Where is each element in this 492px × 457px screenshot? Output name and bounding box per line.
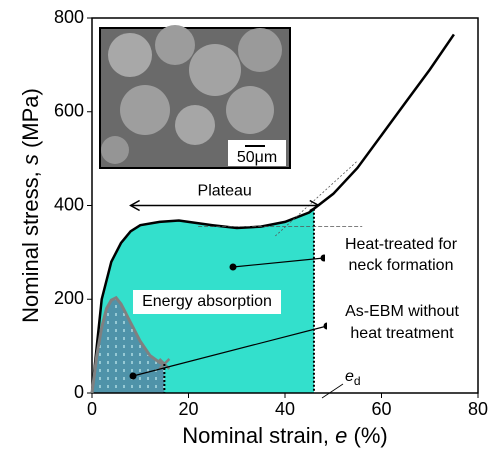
chart: 0204060800200400600800Nominal strain, e …	[0, 0, 492, 452]
annotation: heat treatment	[350, 325, 454, 342]
annotation: Heat-treated for	[345, 236, 458, 253]
x-tick-label: 60	[371, 399, 391, 419]
x-axis-label-part: Nominal strain,	[182, 423, 335, 448]
y-tick-label: 600	[54, 101, 84, 121]
y-tick-label: 200	[54, 288, 84, 308]
y-axis-label-part: Nominal stress,	[18, 165, 43, 323]
e-d-part: d	[354, 374, 361, 388]
x-axis-label-part: e	[335, 423, 347, 448]
x-axis-label: Nominal strain, e (%)	[182, 423, 387, 448]
y-axis-label: Nominal stress, s (MPa)	[18, 88, 43, 323]
pointer-dot	[230, 264, 237, 271]
tangent-line	[275, 161, 357, 236]
scale-bar-label: 50μm	[237, 149, 277, 166]
x-tick-label: 0	[87, 399, 97, 419]
annotation: Energy absorption	[142, 293, 272, 310]
y-tick-label: 0	[74, 382, 84, 402]
e-d-label: ed	[345, 368, 361, 388]
y-axis-label-part: (MPa)	[18, 88, 43, 154]
plateau-label: Plateau	[198, 183, 252, 200]
x-tick-label: 80	[468, 399, 488, 419]
x-tick-label: 20	[178, 399, 198, 419]
e-d-pointer	[322, 384, 343, 398]
x-tick-label: 40	[275, 399, 295, 419]
y-tick-label: 800	[54, 7, 84, 27]
e-d-part: e	[345, 368, 354, 385]
annotation: neck formation	[349, 257, 454, 274]
pointer-dot	[130, 373, 137, 380]
inset-image: 50μm	[100, 25, 290, 168]
y-axis-label-part: s	[18, 154, 43, 165]
x-axis-label-part: (%)	[347, 423, 387, 448]
y-tick-label: 400	[54, 194, 84, 214]
annotation: As-EBM without	[345, 303, 459, 320]
